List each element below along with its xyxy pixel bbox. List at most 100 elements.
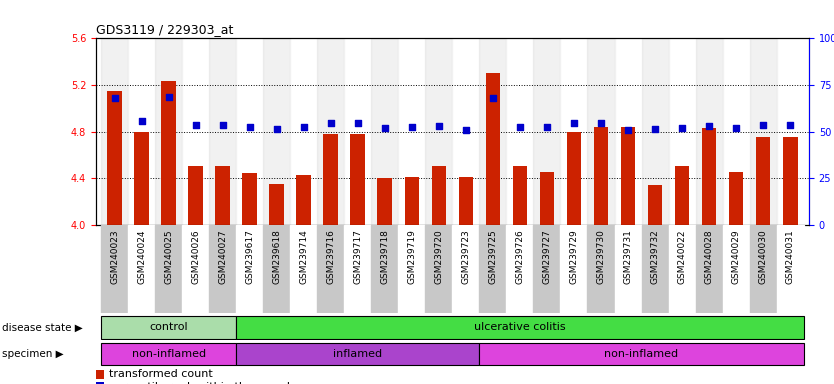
- Bar: [344, 38, 371, 225]
- Text: GSM239732: GSM239732: [651, 229, 660, 284]
- Point: [513, 124, 526, 130]
- Bar: [236, 38, 264, 225]
- Point: [595, 120, 608, 126]
- Bar: [128, 225, 155, 313]
- Bar: [431, 166, 446, 225]
- Bar: [350, 134, 365, 225]
- Bar: [669, 38, 696, 225]
- Bar: [236, 225, 264, 313]
- Bar: [669, 225, 696, 313]
- Point: [351, 120, 364, 126]
- Point: [783, 121, 796, 127]
- Bar: [641, 225, 669, 313]
- Point: [297, 124, 310, 130]
- Bar: [318, 225, 344, 313]
- Text: GSM239618: GSM239618: [273, 229, 281, 284]
- Bar: [264, 225, 290, 313]
- Text: GSM240023: GSM240023: [110, 229, 119, 284]
- Bar: [101, 225, 128, 313]
- Bar: [128, 38, 155, 225]
- Point: [460, 127, 473, 133]
- Bar: [675, 166, 690, 225]
- Bar: [750, 225, 776, 313]
- Text: control: control: [149, 322, 188, 333]
- Text: GSM239730: GSM239730: [596, 229, 605, 284]
- Bar: [269, 184, 284, 225]
- Text: GSM239719: GSM239719: [408, 229, 416, 284]
- Point: [621, 127, 635, 133]
- Text: GSM240030: GSM240030: [759, 229, 767, 284]
- Bar: [756, 137, 771, 225]
- Text: GSM240031: GSM240031: [786, 229, 795, 284]
- Bar: [188, 166, 203, 225]
- Bar: [534, 38, 560, 225]
- Text: GSM239617: GSM239617: [245, 229, 254, 284]
- Text: GSM239714: GSM239714: [299, 229, 309, 284]
- Bar: [371, 38, 399, 225]
- Bar: [620, 127, 636, 225]
- Text: non-inflamed: non-inflamed: [605, 349, 679, 359]
- Point: [135, 118, 148, 124]
- Text: GDS3119 / 229303_at: GDS3119 / 229303_at: [96, 23, 234, 36]
- Bar: [513, 166, 527, 225]
- Bar: [236, 343, 480, 366]
- Point: [432, 122, 445, 129]
- Point: [216, 121, 229, 127]
- Bar: [399, 225, 425, 313]
- Bar: [722, 38, 750, 225]
- Bar: [134, 132, 149, 225]
- Bar: [647, 185, 662, 225]
- Point: [486, 95, 500, 101]
- Bar: [459, 177, 474, 225]
- Text: GSM239716: GSM239716: [326, 229, 335, 284]
- Bar: [566, 132, 581, 225]
- Bar: [587, 38, 615, 225]
- Bar: [162, 81, 176, 225]
- Bar: [371, 225, 399, 313]
- Bar: [480, 225, 506, 313]
- Text: ulcerative colitis: ulcerative colitis: [475, 322, 565, 333]
- Point: [756, 121, 770, 127]
- Text: GSM239720: GSM239720: [435, 229, 444, 284]
- Bar: [594, 127, 609, 225]
- Bar: [101, 343, 236, 366]
- Bar: [696, 225, 722, 313]
- Bar: [324, 134, 339, 225]
- Text: disease state ▶: disease state ▶: [2, 322, 83, 333]
- Point: [244, 124, 257, 130]
- Point: [379, 125, 392, 131]
- Text: GSM239729: GSM239729: [570, 229, 579, 284]
- Point: [730, 125, 743, 131]
- Bar: [776, 38, 804, 225]
- Point: [108, 95, 122, 101]
- Text: GSM240022: GSM240022: [677, 229, 686, 283]
- Point: [189, 121, 203, 127]
- Bar: [425, 38, 452, 225]
- Bar: [696, 38, 722, 225]
- Text: GSM239725: GSM239725: [489, 229, 497, 284]
- Bar: [615, 38, 641, 225]
- Bar: [155, 38, 183, 225]
- Bar: [290, 225, 318, 313]
- Point: [702, 122, 716, 129]
- Bar: [560, 38, 587, 225]
- Bar: [480, 38, 506, 225]
- Bar: [425, 225, 452, 313]
- Bar: [378, 178, 392, 225]
- Bar: [485, 73, 500, 225]
- Bar: [452, 225, 480, 313]
- Bar: [101, 38, 128, 225]
- Text: non-inflamed: non-inflamed: [132, 349, 206, 359]
- Bar: [540, 172, 555, 225]
- Point: [567, 120, 580, 126]
- Text: GSM239723: GSM239723: [461, 229, 470, 284]
- Text: percentile rank within the sample: percentile rank within the sample: [108, 382, 297, 384]
- Text: GSM240026: GSM240026: [191, 229, 200, 284]
- Bar: [641, 38, 669, 225]
- Bar: [480, 343, 804, 366]
- Bar: [587, 225, 615, 313]
- Text: GSM240028: GSM240028: [705, 229, 714, 284]
- Bar: [96, 382, 104, 384]
- Bar: [776, 225, 804, 313]
- Text: GSM239726: GSM239726: [515, 229, 525, 284]
